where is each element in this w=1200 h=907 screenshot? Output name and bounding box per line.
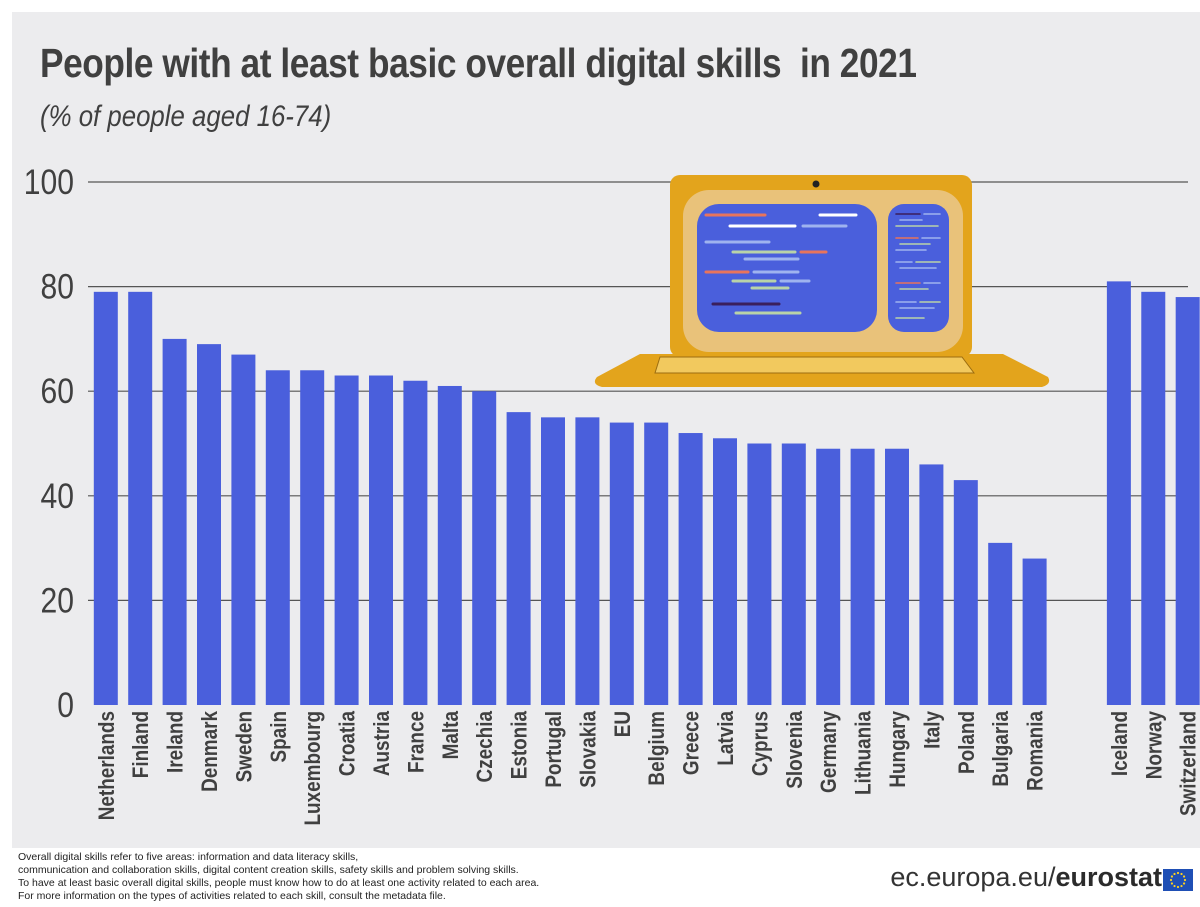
x-tick-label: Lithuania — [851, 710, 876, 795]
x-tick-label: EU — [610, 711, 635, 737]
bar-portugal — [541, 417, 565, 705]
bar-lithuania — [850, 448, 875, 705]
x-tick-label: Italy — [920, 710, 945, 748]
x-tick-label: Ireland — [163, 711, 188, 773]
y-tick-label: 40 — [41, 476, 74, 516]
bar-netherlands — [93, 291, 118, 705]
x-tick-label: Czechia — [473, 710, 498, 782]
bar-poland — [953, 480, 978, 705]
bar-finland — [128, 291, 153, 705]
bar-austria — [369, 375, 393, 705]
x-tick-label: Luxembourg — [301, 711, 326, 825]
bar-cyprus — [747, 443, 772, 705]
bar-spain — [265, 370, 290, 705]
bar-estonia — [506, 412, 531, 705]
y-tick-label: 100 — [24, 162, 74, 202]
bar-eu — [609, 422, 634, 705]
x-tick-label: Bulgaria — [989, 710, 1014, 786]
source-credit[interactable]: ec.europa.eu/eurostat — [890, 862, 1162, 893]
x-tick-label: Slovakia — [576, 710, 601, 787]
x-tick-label: Spain — [266, 711, 291, 762]
source-brand: eurostat — [1055, 862, 1162, 892]
x-tick-label: Portugal — [542, 711, 567, 788]
chart-title: People with at least basic overall digit… — [40, 40, 917, 86]
x-tick-label: Sweden — [232, 711, 257, 782]
footnote-line: communication and collaboration skills, … — [18, 864, 519, 876]
y-tick-label: 0 — [57, 685, 74, 725]
x-tick-label: Switzerland — [1176, 711, 1200, 816]
bar-croatia — [334, 375, 359, 705]
x-tick-label: Romania — [1023, 710, 1048, 790]
bar-luxembourg — [300, 370, 325, 705]
bar-switzerland — [1175, 297, 1200, 705]
bar-ireland — [162, 338, 187, 705]
bar-bulgaria — [988, 542, 1013, 705]
x-tick-label: Austria — [370, 710, 395, 776]
bar-romania — [1022, 558, 1047, 705]
source-domain: ec.europa.eu/ — [890, 862, 1056, 892]
x-tick-label: Greece — [679, 711, 704, 775]
footnote-line: For more information on the types of act… — [18, 890, 446, 902]
x-tick-label: Netherlands — [94, 711, 119, 820]
x-tick-label: Slovenia — [782, 710, 807, 788]
x-tick-label: Norway — [1142, 710, 1167, 779]
footnote-line: To have at least basic overall digital s… — [18, 877, 540, 889]
x-tick-label: Cyprus — [748, 711, 773, 776]
x-tick-label: Croatia — [335, 710, 360, 776]
bar-belgium — [644, 422, 669, 705]
x-tick-label: France — [404, 711, 429, 773]
x-tick-label: Malta — [438, 710, 463, 759]
y-tick-label: 20 — [41, 580, 74, 620]
footnote: Overall digital skills refer to five are… — [18, 851, 658, 903]
x-tick-label: Iceland — [1108, 711, 1133, 776]
x-tick-label: Estonia — [507, 710, 532, 779]
footnote-line: Overall digital skills refer to five are… — [18, 851, 359, 863]
bar-norway — [1141, 291, 1166, 705]
y-tick-label: 80 — [41, 266, 74, 306]
bar-sweden — [231, 354, 256, 705]
bar-iceland — [1106, 281, 1131, 705]
bar-italy — [919, 464, 944, 705]
x-tick-label: Germany — [817, 710, 842, 793]
x-tick-label: Belgium — [645, 711, 670, 786]
y-tick-label: 60 — [41, 371, 74, 411]
bar-latvia — [713, 438, 737, 705]
bar-slovakia — [575, 417, 600, 705]
x-tick-label: Denmark — [198, 710, 223, 791]
x-tick-label: Latvia — [714, 710, 739, 765]
laptop-icon — [594, 175, 1050, 387]
bar-slovenia — [781, 443, 806, 705]
chart-subtitle: (% of people aged 16-74) — [40, 100, 332, 133]
eu-flag-icon — [1163, 869, 1193, 891]
y-axis: 0 20 40 60 80 100 — [24, 162, 74, 725]
bars — [93, 281, 1200, 705]
x-tick-label: Finland — [129, 711, 154, 778]
bar-denmark — [197, 344, 221, 705]
bar-czechia — [472, 391, 497, 705]
bar-greece — [678, 433, 703, 705]
x-axis: Netherlands Finland Ireland Denmark Sweden Sp… — [94, 710, 1200, 825]
x-tick-label: Hungary — [886, 710, 911, 787]
bar-france — [403, 380, 428, 705]
bar-germany — [816, 448, 841, 705]
bar-malta — [437, 385, 462, 705]
bar-hungary — [885, 448, 909, 705]
x-tick-label: Poland — [954, 711, 979, 774]
